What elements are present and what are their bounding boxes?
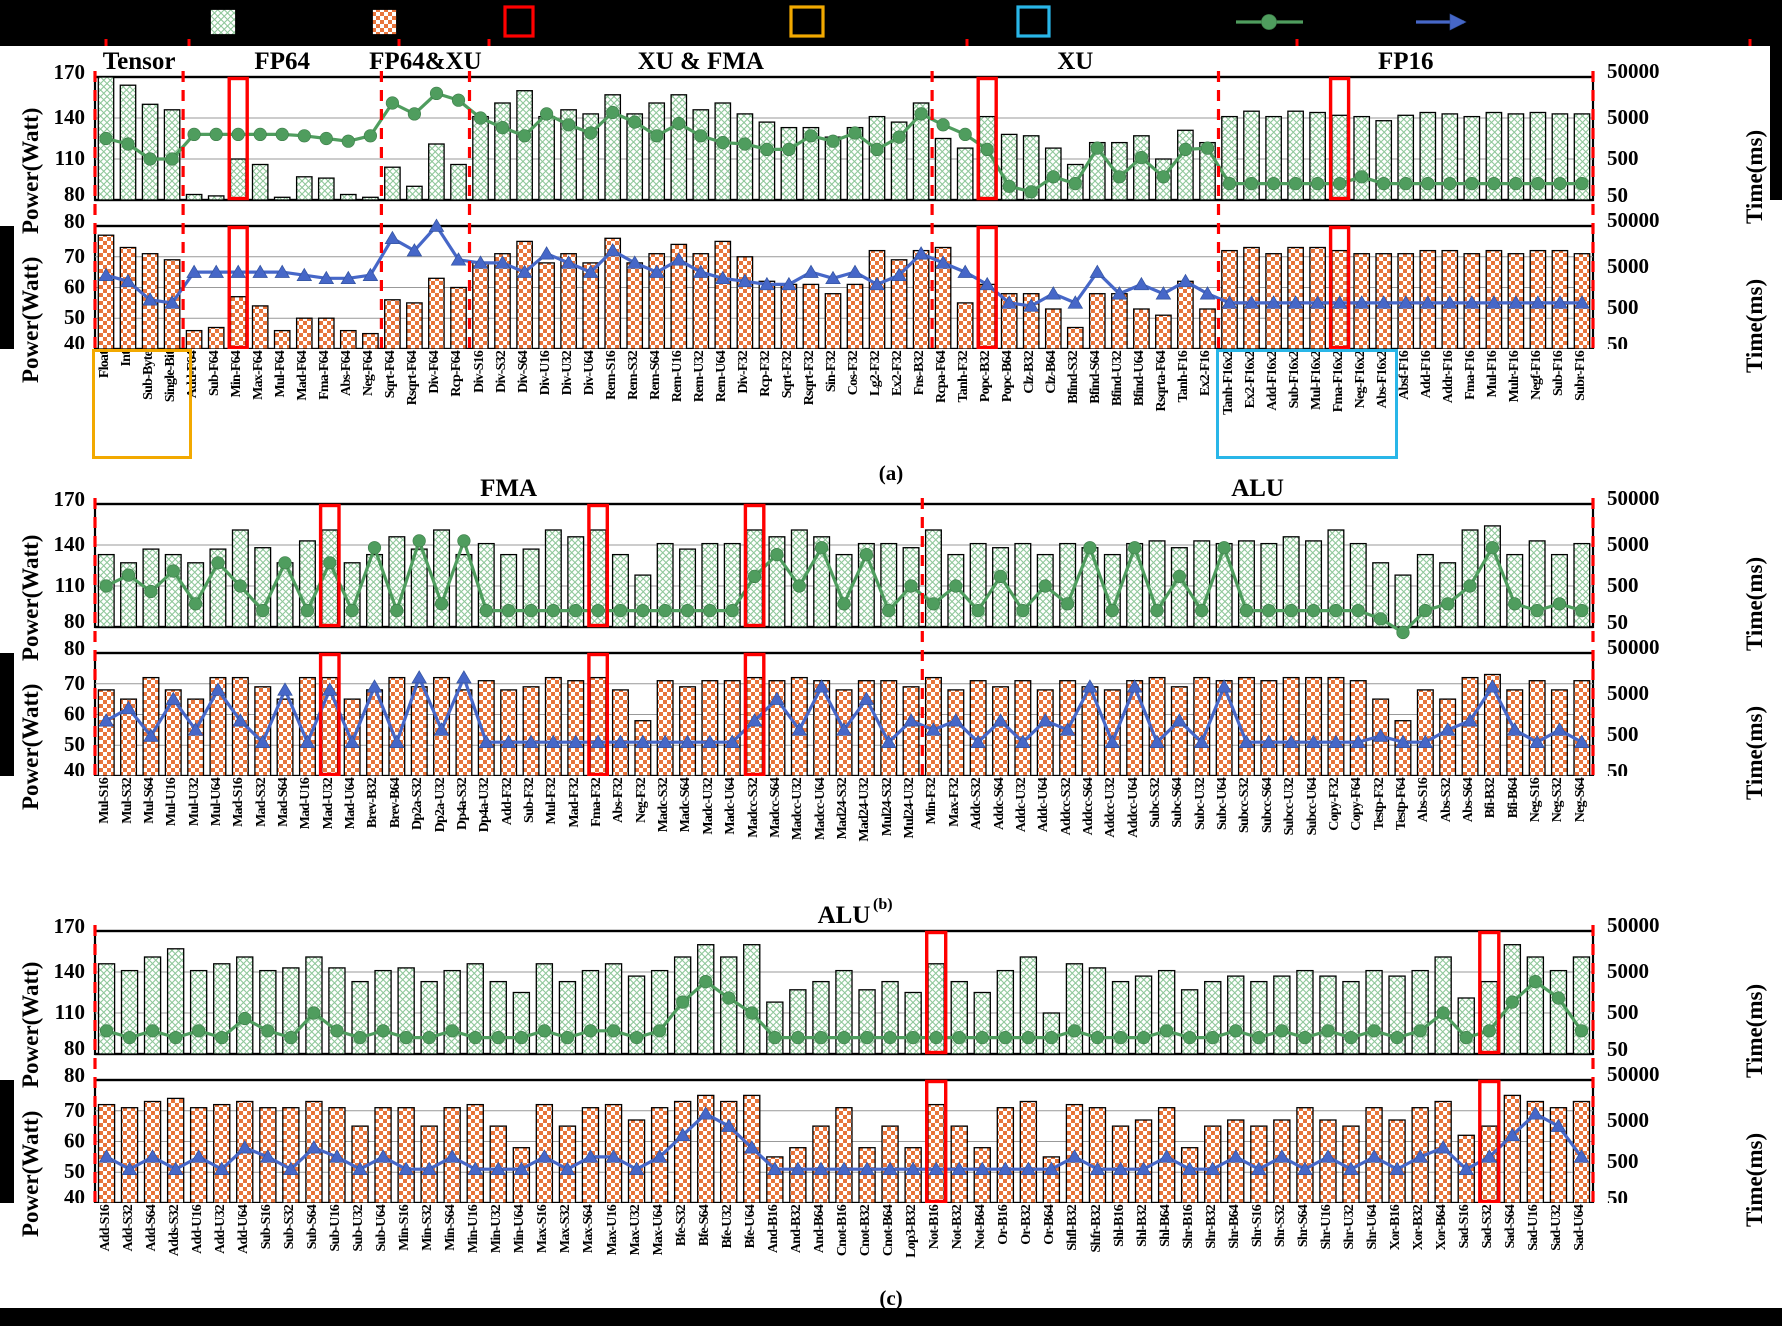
- svg-text:70: 70: [64, 1098, 85, 1122]
- svg-text:110: 110: [55, 573, 85, 597]
- svg-text:50000: 50000: [1607, 486, 1660, 510]
- svg-text:50000: 50000: [1607, 913, 1660, 937]
- svg-text:50000: 50000: [1607, 208, 1660, 232]
- svg-text:60: 60: [64, 275, 85, 299]
- svg-text:50: 50: [64, 1159, 85, 1183]
- svg-text:60: 60: [64, 1129, 85, 1153]
- svg-text:170: 170: [54, 914, 86, 938]
- svg-text:140: 140: [54, 105, 86, 129]
- svg-text:5000: 5000: [1607, 105, 1649, 129]
- svg-text:110: 110: [55, 1000, 85, 1024]
- svg-text:500: 500: [1607, 573, 1639, 597]
- svg-text:5000: 5000: [1607, 681, 1649, 705]
- svg-text:80: 80: [64, 182, 85, 206]
- svg-text:40: 40: [64, 758, 85, 776]
- svg-text:FMA: FMA: [480, 477, 537, 502]
- svg-text:50000: 50000: [1607, 1062, 1660, 1086]
- svg-text:40: 40: [64, 1185, 85, 1203]
- svg-text:80: 80: [64, 1063, 85, 1087]
- svg-text:80: 80: [64, 1036, 85, 1060]
- svg-text:ALU: ALU: [818, 904, 871, 929]
- svg-text:40: 40: [64, 331, 85, 349]
- svg-text:170: 170: [54, 487, 86, 511]
- svg-text:170: 170: [54, 60, 86, 84]
- svg-text:XU: XU: [1057, 50, 1093, 75]
- svg-text:50: 50: [1607, 183, 1628, 207]
- svg-text:FP64: FP64: [254, 50, 310, 75]
- svg-text:50: 50: [1607, 759, 1628, 776]
- svg-text:50: 50: [1607, 1037, 1628, 1061]
- svg-text:500: 500: [1607, 1000, 1639, 1024]
- svg-text:5000: 5000: [1607, 959, 1649, 983]
- svg-text:500: 500: [1607, 1149, 1639, 1173]
- svg-text:FP16: FP16: [1378, 50, 1434, 75]
- svg-text:80: 80: [64, 609, 85, 633]
- svg-text:Tensor: Tensor: [103, 50, 176, 75]
- svg-text:60: 60: [64, 702, 85, 726]
- svg-text:110: 110: [55, 146, 85, 170]
- svg-text:80: 80: [64, 209, 85, 233]
- svg-text:FP64&XU: FP64&XU: [369, 50, 481, 75]
- svg-text:50: 50: [1607, 332, 1628, 349]
- svg-text:50000: 50000: [1607, 59, 1660, 83]
- svg-text:5000: 5000: [1607, 254, 1649, 278]
- svg-text:50: 50: [1607, 1186, 1628, 1203]
- svg-text:50: 50: [64, 305, 85, 329]
- svg-text:50000: 50000: [1607, 635, 1660, 659]
- svg-text:5000: 5000: [1607, 532, 1649, 556]
- svg-text:XU & FMA: XU & FMA: [638, 50, 764, 75]
- svg-text:500: 500: [1607, 146, 1639, 170]
- svg-text:50: 50: [1607, 610, 1628, 634]
- svg-text:70: 70: [64, 671, 85, 695]
- svg-text:70: 70: [64, 244, 85, 268]
- svg-text:ALU: ALU: [1231, 477, 1284, 502]
- svg-text:50: 50: [64, 732, 85, 756]
- svg-text:140: 140: [54, 532, 86, 556]
- svg-text:500: 500: [1607, 722, 1639, 746]
- svg-text:5000: 5000: [1607, 1108, 1649, 1132]
- svg-text:140: 140: [54, 959, 86, 983]
- svg-text:80: 80: [64, 636, 85, 660]
- svg-text:500: 500: [1607, 295, 1639, 319]
